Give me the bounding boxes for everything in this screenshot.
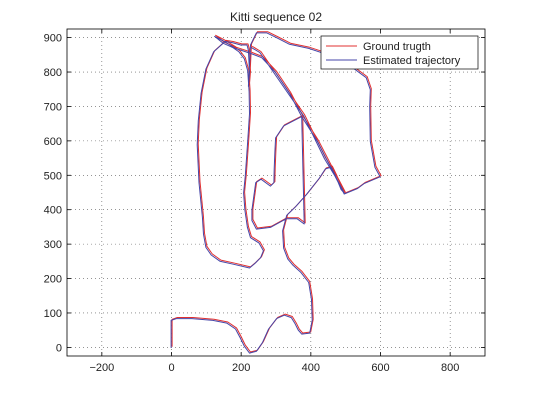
y-tick-label: 800 <box>44 67 62 79</box>
chart-title: Kitti sequence 02 <box>230 10 322 24</box>
x-tick-label: 800 <box>441 362 459 374</box>
x-tick-label: 200 <box>232 362 250 374</box>
grid <box>67 29 485 356</box>
y-tick-label: 200 <box>44 274 62 286</box>
x-tick-label: 400 <box>302 362 320 374</box>
ticks: −200 0 200 400 600 800 0 100 200 300 400 500 600 700 8… <box>44 29 485 374</box>
x-tick-label: 0 <box>168 362 174 374</box>
y-tick-label: 700 <box>44 101 62 113</box>
y-tick-label: 500 <box>44 170 62 182</box>
y-tick-label: 900 <box>44 33 62 45</box>
legend: Ground trugth Estimated trajectory <box>320 35 479 70</box>
axes-box <box>66 28 486 357</box>
y-tick-label: 300 <box>44 239 62 251</box>
x-tick-label: −200 <box>89 362 114 374</box>
y-tick-label: 0 <box>56 342 62 354</box>
y-tick-label: 100 <box>44 308 62 320</box>
legend-label: Ground trugth <box>363 41 431 53</box>
y-tick-label: 600 <box>44 136 62 148</box>
legend-box <box>320 35 479 70</box>
legend-label: Estimated trajectory <box>363 55 461 67</box>
series-layer <box>170 31 382 354</box>
y-tick-label: 400 <box>44 205 62 217</box>
series-line-estimated <box>170 32 381 354</box>
x-tick-label: 600 <box>371 362 389 374</box>
